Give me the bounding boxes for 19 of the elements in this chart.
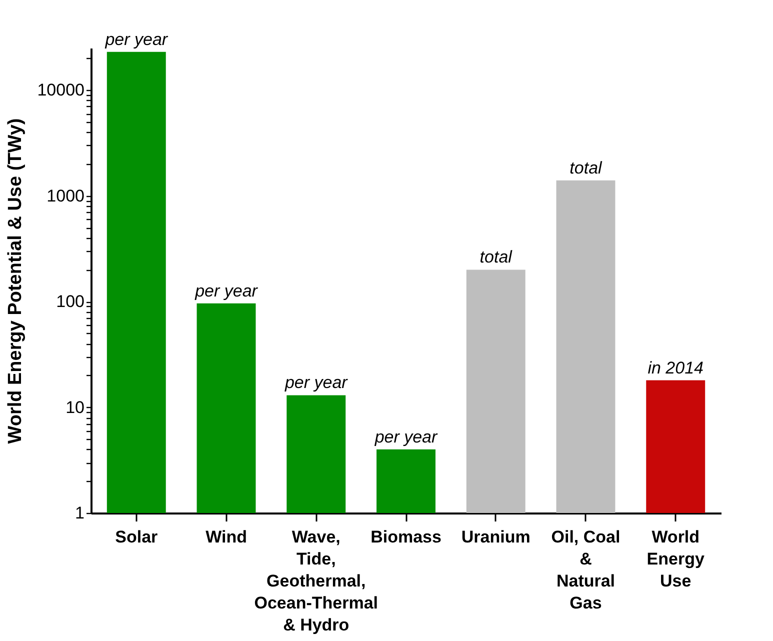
y-tick-label: 1 [75, 504, 84, 522]
annotation: per year [374, 427, 439, 446]
y-tick-label: 1000 [46, 186, 84, 206]
annotation: per year [194, 281, 259, 300]
y-axis-title: World Energy Potential & Use (TWy) [5, 118, 26, 444]
annotation: total [570, 158, 604, 178]
y-tick-label: 100 [56, 292, 84, 312]
annotation: per year [104, 30, 169, 49]
annotation: per year [284, 373, 349, 392]
x-tick-label: Solar [115, 528, 158, 546]
x-tick-label: Oil, Coal & Natural Gas [551, 528, 620, 612]
x-tick-label: Uranium [461, 528, 530, 546]
y-tick-label: 10 [66, 398, 84, 417]
annotation: in 2014 [648, 358, 704, 378]
x-tick-label: Wind [206, 528, 247, 546]
x-tick-label: Biomass [370, 528, 442, 546]
x-tick-label: World Energy Use [646, 528, 705, 590]
annotation: total [480, 248, 514, 267]
y-tick-label: 10000 [37, 80, 84, 100]
